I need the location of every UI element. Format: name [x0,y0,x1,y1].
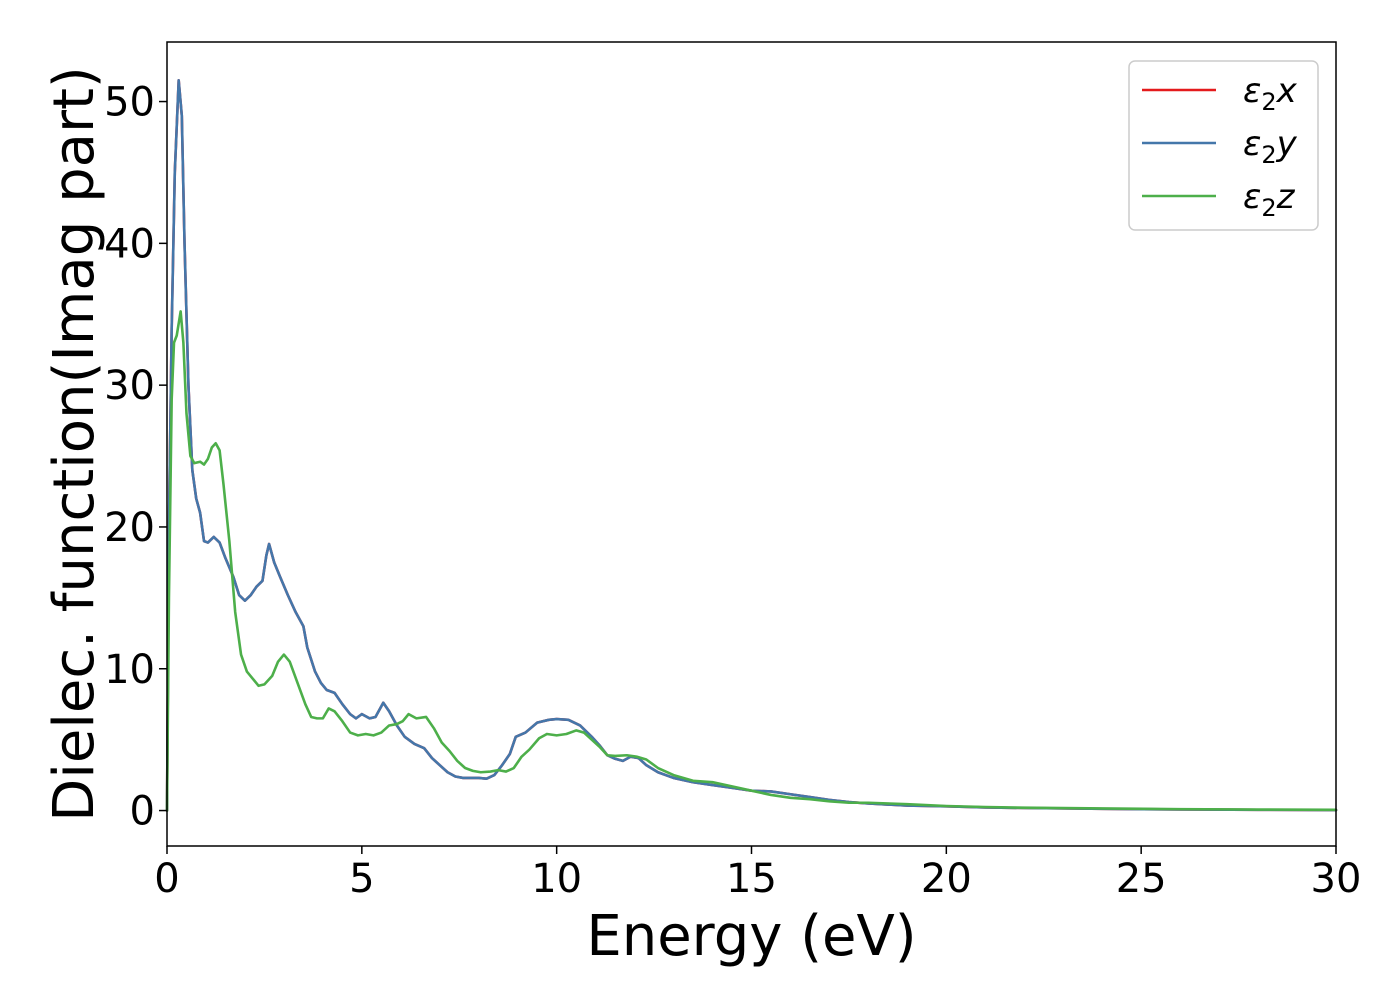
legend: ε2x ε2y ε2z [1128,60,1319,231]
series-line-z [165,310,1338,812]
x-tick-label: 30 [1311,856,1362,902]
x-tick-label: 10 [531,856,582,902]
ticks-layer: 0 5 10 15 20 25 30 0 10 20 30 40 50 [104,80,1361,902]
x-axis-title: Energy (eV) [586,904,916,969]
y-tick-label: 30 [104,363,155,409]
y-tick-label: 10 [104,647,155,693]
y-tick-label: 50 [104,80,155,126]
legend-box [1128,60,1319,231]
x-tick-label: 25 [1116,856,1167,902]
x-tick-label: 5 [349,856,374,902]
x-tick-label: 0 [154,856,179,902]
legend-label-z: ε2z [1243,177,1296,222]
legend-label-x: ε2x [1243,71,1298,116]
y-axis-title: Dielec. function(Imag part) [42,66,107,822]
x-tick-label: 15 [726,856,777,902]
y-tick-label: 20 [104,505,155,551]
series-layer [165,78,1338,812]
legend-label-y: ε2y [1243,124,1298,169]
y-tick-label: 40 [104,221,155,267]
y-tick-label: 0 [130,789,155,835]
x-tick-label: 20 [921,856,972,902]
series-line-y [165,78,1338,812]
